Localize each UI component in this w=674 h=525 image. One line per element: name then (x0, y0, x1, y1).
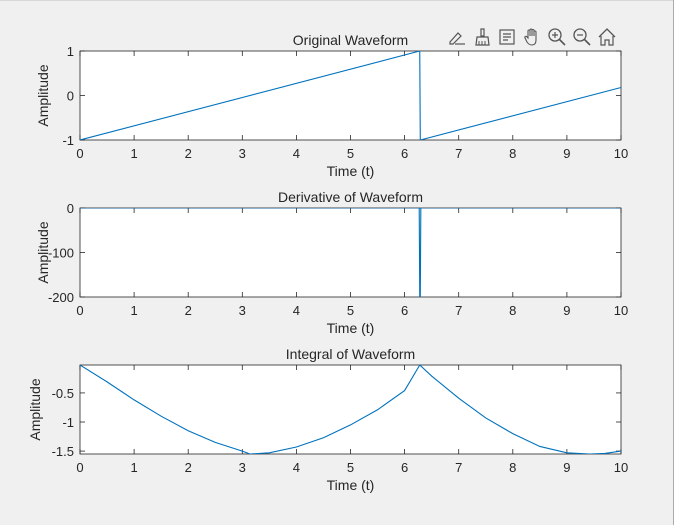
x-tick-label: 2 (185, 460, 192, 475)
x-axis-label: Time (t) (327, 163, 375, 179)
home-icon (598, 28, 616, 46)
x-tick-label: 3 (239, 146, 246, 161)
y-axis-label: Amplitude (35, 64, 51, 126)
x-axis-label: Time (t) (327, 320, 375, 336)
edit-plot-button[interactable] (446, 26, 468, 48)
plot-area-3 (79, 364, 622, 455)
x-tick-label: 7 (455, 146, 462, 161)
plot-area-1 (79, 50, 622, 141)
x-tick-label: 5 (347, 303, 354, 318)
brush-icon (475, 28, 490, 46)
x-tick-label: 5 (347, 146, 354, 161)
y-tick-label: -100 (48, 246, 74, 261)
zoom-in-button[interactable] (546, 26, 568, 48)
x-tick-label: 1 (130, 303, 137, 318)
window-top-border (0, 0, 674, 1)
y-tick-label: -1.5 (52, 444, 74, 459)
axes-toolbar (446, 24, 618, 50)
series-line (80, 365, 622, 454)
plot-area-2 (79, 207, 622, 298)
y-tick-label: 0 (67, 89, 74, 104)
chart-title: Derivative of Waveform (278, 189, 423, 205)
x-tick-label: 6 (401, 460, 408, 475)
x-tick-label: 2 (185, 146, 192, 161)
x-tick-label: 6 (401, 146, 408, 161)
x-tick-label: 3 (239, 460, 246, 475)
x-tick-label: 10 (614, 460, 628, 475)
x-axis-label: Time (t) (327, 477, 375, 493)
x-tick-label: 7 (455, 303, 462, 318)
x-tick-label: 9 (563, 303, 570, 318)
edit-plot-icon (449, 32, 465, 45)
y-tick-label: -200 (48, 290, 74, 305)
x-tick-label: 8 (509, 303, 516, 318)
x-tick-label: 8 (509, 146, 516, 161)
pan-icon (524, 28, 537, 46)
x-tick-label: 0 (76, 460, 83, 475)
x-tick-label: 1 (130, 146, 137, 161)
y-tick-label: 1 (67, 44, 74, 59)
y-tick-label: -0.5 (52, 386, 74, 401)
series-line (80, 51, 622, 140)
brush-button[interactable] (471, 26, 493, 48)
x-tick-label: 8 (509, 460, 516, 475)
x-tick-label: 2 (185, 303, 192, 318)
chart-title: Original Waveform (293, 32, 408, 48)
y-axis-label: Amplitude (35, 221, 51, 283)
data-tips-button[interactable] (496, 26, 518, 48)
y-tick-label: -1 (62, 133, 74, 148)
x-tick-label: 4 (293, 146, 300, 161)
x-tick-label: 10 (614, 146, 628, 161)
x-tick-label: 4 (293, 460, 300, 475)
zoom-in-icon (548, 28, 566, 46)
x-tick-label: 4 (293, 303, 300, 318)
x-tick-label: 7 (455, 460, 462, 475)
x-tick-label: 6 (401, 303, 408, 318)
x-tick-label: 9 (563, 146, 570, 161)
y-axis-label: Amplitude (27, 378, 43, 440)
y-tick-label: 0 (67, 201, 74, 216)
pan-button[interactable] (521, 26, 543, 48)
zoom-out-button[interactable] (571, 26, 593, 48)
zoom-out-icon (573, 28, 591, 46)
x-tick-label: 10 (614, 303, 628, 318)
x-tick-label: 1 (130, 460, 137, 475)
x-tick-label: 3 (239, 303, 246, 318)
x-tick-label: 0 (76, 303, 83, 318)
x-tick-label: 9 (563, 460, 570, 475)
y-tick-label: -1 (62, 415, 74, 430)
x-tick-label: 0 (76, 146, 83, 161)
home-button[interactable] (596, 26, 618, 48)
chart-title: Integral of Waveform (286, 346, 415, 362)
x-tick-label: 5 (347, 460, 354, 475)
data-tips-icon (499, 29, 515, 45)
